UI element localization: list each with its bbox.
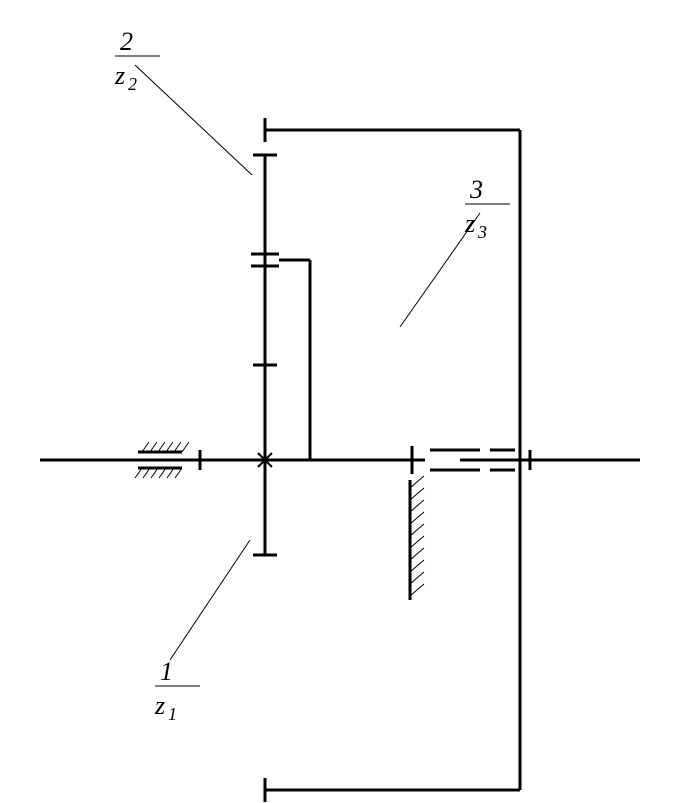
svg-text:1: 1 [168,704,177,724]
svg-text:z: z [464,209,475,238]
svg-text:z: z [114,61,125,90]
svg-text:z: z [154,691,165,720]
svg-text:1: 1 [160,657,173,686]
svg-text:3: 3 [469,175,483,204]
svg-text:2: 2 [128,74,137,94]
svg-text:3: 3 [477,222,487,242]
svg-text:2: 2 [120,27,133,56]
